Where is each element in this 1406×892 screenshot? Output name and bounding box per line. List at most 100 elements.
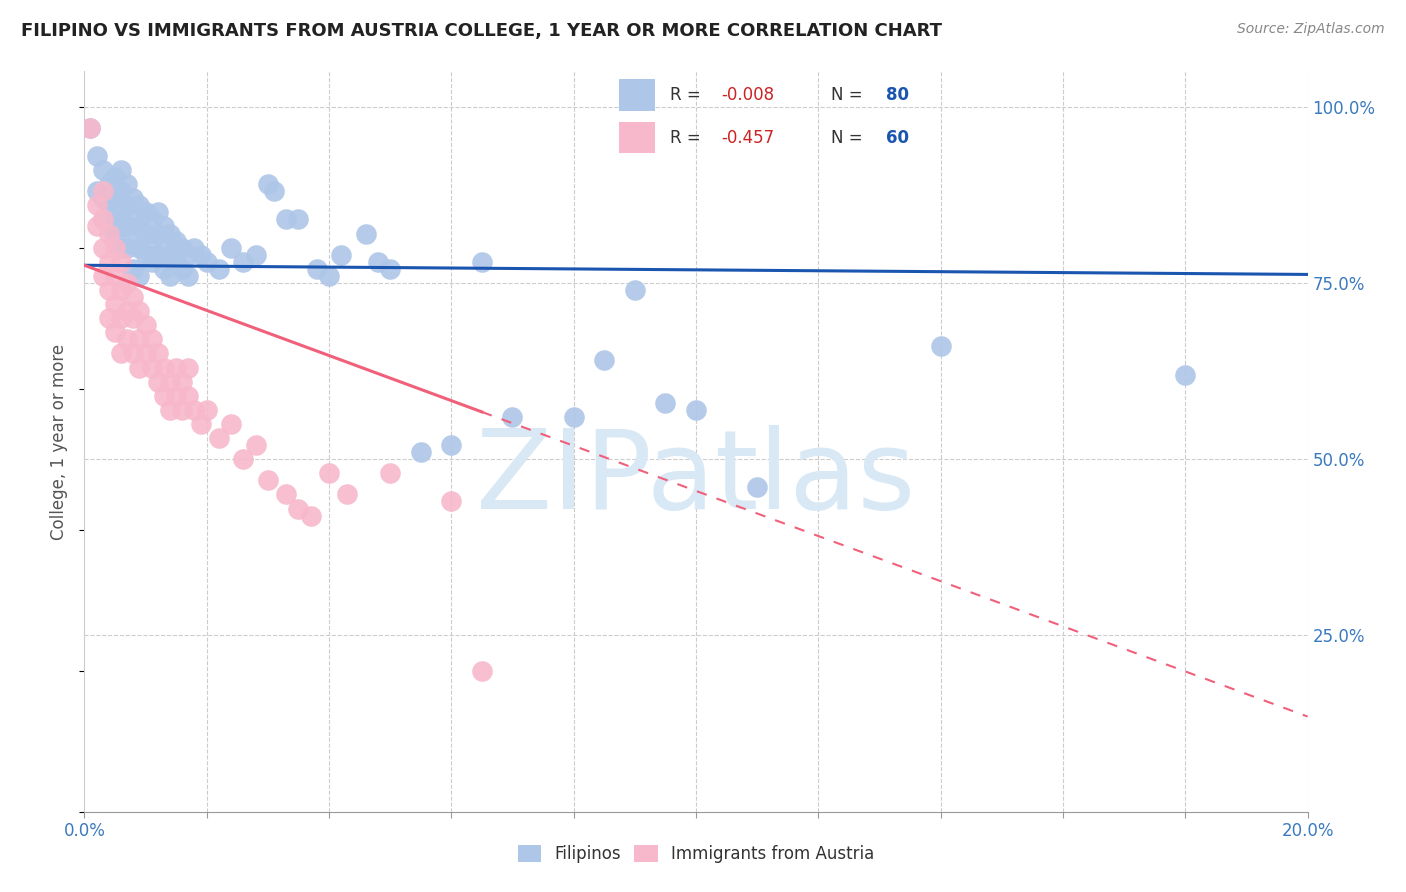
Bar [619, 79, 655, 111]
Point [195, 402, 218, 417]
Point [502, 409, 524, 424]
Point [91, 212, 114, 227]
Point [593, 353, 616, 368]
Text: 60: 60 [886, 129, 908, 147]
Point [115, 332, 138, 346]
Point [208, 431, 231, 445]
Point [159, 375, 181, 389]
Point [97, 177, 120, 191]
Point [146, 346, 169, 360]
Point [245, 438, 267, 452]
Point [219, 417, 242, 431]
Point [104, 205, 127, 219]
Point [263, 184, 285, 198]
Point [232, 452, 254, 467]
Point [367, 254, 389, 268]
Point [97, 219, 120, 234]
Point [177, 389, 200, 403]
Point [110, 241, 132, 255]
Point [141, 254, 163, 268]
Point [380, 467, 402, 481]
Text: R =: R = [671, 129, 700, 147]
Point [122, 346, 145, 360]
Point [115, 304, 138, 318]
Point [141, 234, 163, 248]
Point [135, 248, 157, 262]
Point [654, 396, 676, 410]
Point [287, 501, 309, 516]
Point [172, 261, 194, 276]
Bar [619, 122, 655, 153]
Point [97, 283, 120, 297]
Point [471, 664, 494, 678]
Point [177, 268, 200, 283]
Point [146, 248, 169, 262]
Point [122, 212, 145, 227]
Point [190, 248, 212, 262]
Point [91, 241, 114, 255]
Point [276, 487, 298, 501]
Point [128, 304, 150, 318]
Point [232, 254, 254, 268]
Text: -0.457: -0.457 [721, 129, 775, 147]
Point [299, 508, 322, 523]
Point [146, 375, 169, 389]
Point [104, 325, 127, 339]
Point [115, 198, 138, 212]
Point [183, 402, 205, 417]
Point [318, 268, 340, 283]
Point [86, 198, 108, 212]
Point [135, 205, 157, 219]
Legend: Filipinos, Immigrants from Austria: Filipinos, Immigrants from Austria [510, 838, 882, 870]
Point [183, 241, 205, 255]
Point [172, 241, 194, 255]
Text: ZIPatlas: ZIPatlas [477, 425, 915, 532]
Point [128, 198, 150, 212]
Point [104, 297, 127, 311]
Point [128, 219, 150, 234]
Point [219, 241, 242, 255]
Point [141, 212, 163, 227]
Point [128, 332, 150, 346]
Point [110, 184, 132, 198]
Point [122, 261, 145, 276]
Point [159, 248, 181, 262]
Point [1174, 368, 1197, 382]
Point [97, 311, 120, 326]
Point [91, 184, 114, 198]
Point [165, 360, 187, 375]
Text: 80: 80 [886, 87, 908, 104]
Point [115, 177, 138, 191]
Point [165, 234, 187, 248]
Point [110, 205, 132, 219]
Point [110, 254, 132, 268]
Point [115, 241, 138, 255]
Point [330, 248, 353, 262]
Point [104, 227, 127, 241]
Point [141, 360, 163, 375]
Point [153, 261, 176, 276]
Point [141, 332, 163, 346]
Point [318, 467, 340, 481]
Point [305, 261, 328, 276]
Point [153, 219, 176, 234]
Point [122, 191, 145, 205]
Point [159, 227, 181, 241]
Point [122, 311, 145, 326]
Point [287, 212, 309, 227]
Point [110, 283, 132, 297]
Point [153, 241, 176, 255]
Point [104, 268, 127, 283]
Text: R =: R = [671, 87, 700, 104]
Point [208, 261, 231, 276]
Point [146, 227, 169, 241]
Point [195, 254, 218, 268]
Point [86, 219, 108, 234]
Point [440, 438, 463, 452]
Point [172, 375, 194, 389]
Point [471, 254, 494, 268]
Point [747, 480, 769, 494]
Point [104, 191, 127, 205]
Point [97, 198, 120, 212]
Point [86, 149, 108, 163]
